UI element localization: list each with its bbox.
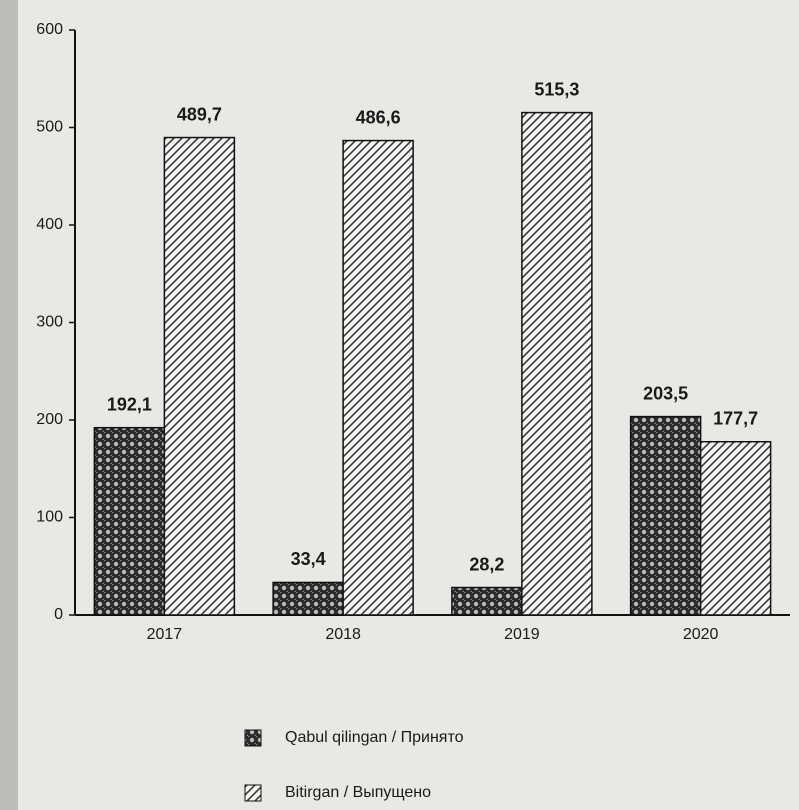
- bar: [521, 111, 593, 616]
- bar: [93, 426, 166, 616]
- bar: [699, 440, 772, 616]
- legend-swatch: [244, 784, 262, 802]
- value-label: 177,7: [713, 408, 758, 428]
- value-label: 28,2: [469, 554, 504, 574]
- y-tick-label: 400: [36, 216, 63, 233]
- value-label: 203,5: [643, 383, 688, 403]
- value-label: 486,6: [356, 107, 401, 127]
- x-tick-label: 2017: [147, 626, 183, 643]
- page-edge: [0, 0, 18, 810]
- value-label: 489,7: [177, 104, 222, 124]
- y-tick-label: 0: [54, 606, 63, 623]
- value-label: 515,3: [534, 79, 579, 99]
- legend-swatch: [244, 729, 262, 747]
- x-tick-label: 2019: [504, 626, 540, 643]
- value-label: 192,1: [107, 394, 152, 414]
- value-label: 33,4: [291, 549, 326, 569]
- bar: [629, 415, 702, 616]
- x-tick-label: 2018: [325, 626, 361, 643]
- bar: [342, 139, 414, 616]
- y-tick-label: 200: [36, 411, 63, 428]
- bar: [272, 581, 344, 616]
- legend-label: Qabul qilingan / Принято: [285, 729, 464, 746]
- y-tick-label: 300: [36, 314, 63, 331]
- x-tick-label: 2020: [683, 626, 719, 643]
- bar: [163, 136, 236, 616]
- legend-label: Bitirgan / Выпущено: [285, 784, 431, 801]
- bar: [451, 586, 523, 616]
- y-tick-label: 600: [36, 21, 63, 38]
- y-tick-label: 100: [36, 509, 63, 526]
- y-tick-label: 500: [36, 119, 63, 136]
